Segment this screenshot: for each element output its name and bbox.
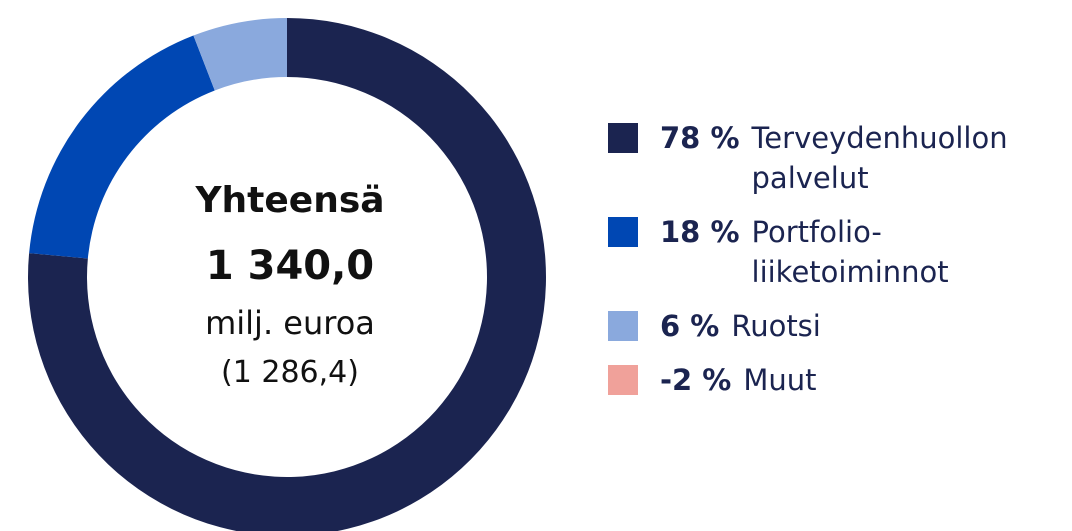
legend-label: Portfolio-liiketoiminnot: [751, 215, 949, 289]
legend-swatch: [608, 365, 638, 395]
legend: 78 % Terveydenhuollon palvelut 18 % Portfol…: [608, 118, 1052, 414]
legend-item: -2 % Muut: [608, 360, 1052, 400]
legend-item: 18 % Portfolio-liiketoiminnot: [608, 212, 1052, 292]
legend-swatch: [608, 217, 638, 247]
center-total: 1 340,0: [206, 243, 374, 289]
legend-swatch: [608, 311, 638, 341]
legend-value: -2 %: [660, 363, 732, 397]
center-unit: milj. euroa: [205, 304, 375, 342]
legend-value: 78 %: [660, 121, 740, 155]
center-previous: (1 286,4): [221, 355, 359, 390]
donut-segment: [193, 18, 287, 91]
legend-value: 6 %: [660, 309, 720, 343]
legend-item: 78 % Terveydenhuollon palvelut: [608, 118, 1052, 198]
legend-label: Muut: [743, 363, 817, 397]
legend-label: Ruotsi: [731, 309, 821, 343]
arcs: [28, 18, 546, 531]
legend-swatch: [608, 123, 638, 153]
legend-label: Terveydenhuollon palvelut: [751, 121, 1008, 195]
legend-value: 18 %: [660, 215, 740, 249]
center-title: Yhteensä: [194, 180, 384, 221]
legend-item: 6 % Ruotsi: [608, 306, 1052, 346]
donut-chart: Yhteensä 1 340,0 milj. euroa (1 286,4): [28, 18, 546, 531]
donut-segment: [29, 35, 215, 259]
